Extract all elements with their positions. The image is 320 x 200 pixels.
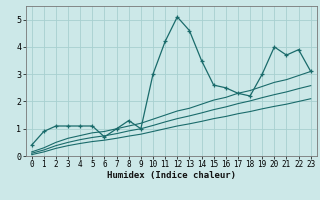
- X-axis label: Humidex (Indice chaleur): Humidex (Indice chaleur): [107, 171, 236, 180]
